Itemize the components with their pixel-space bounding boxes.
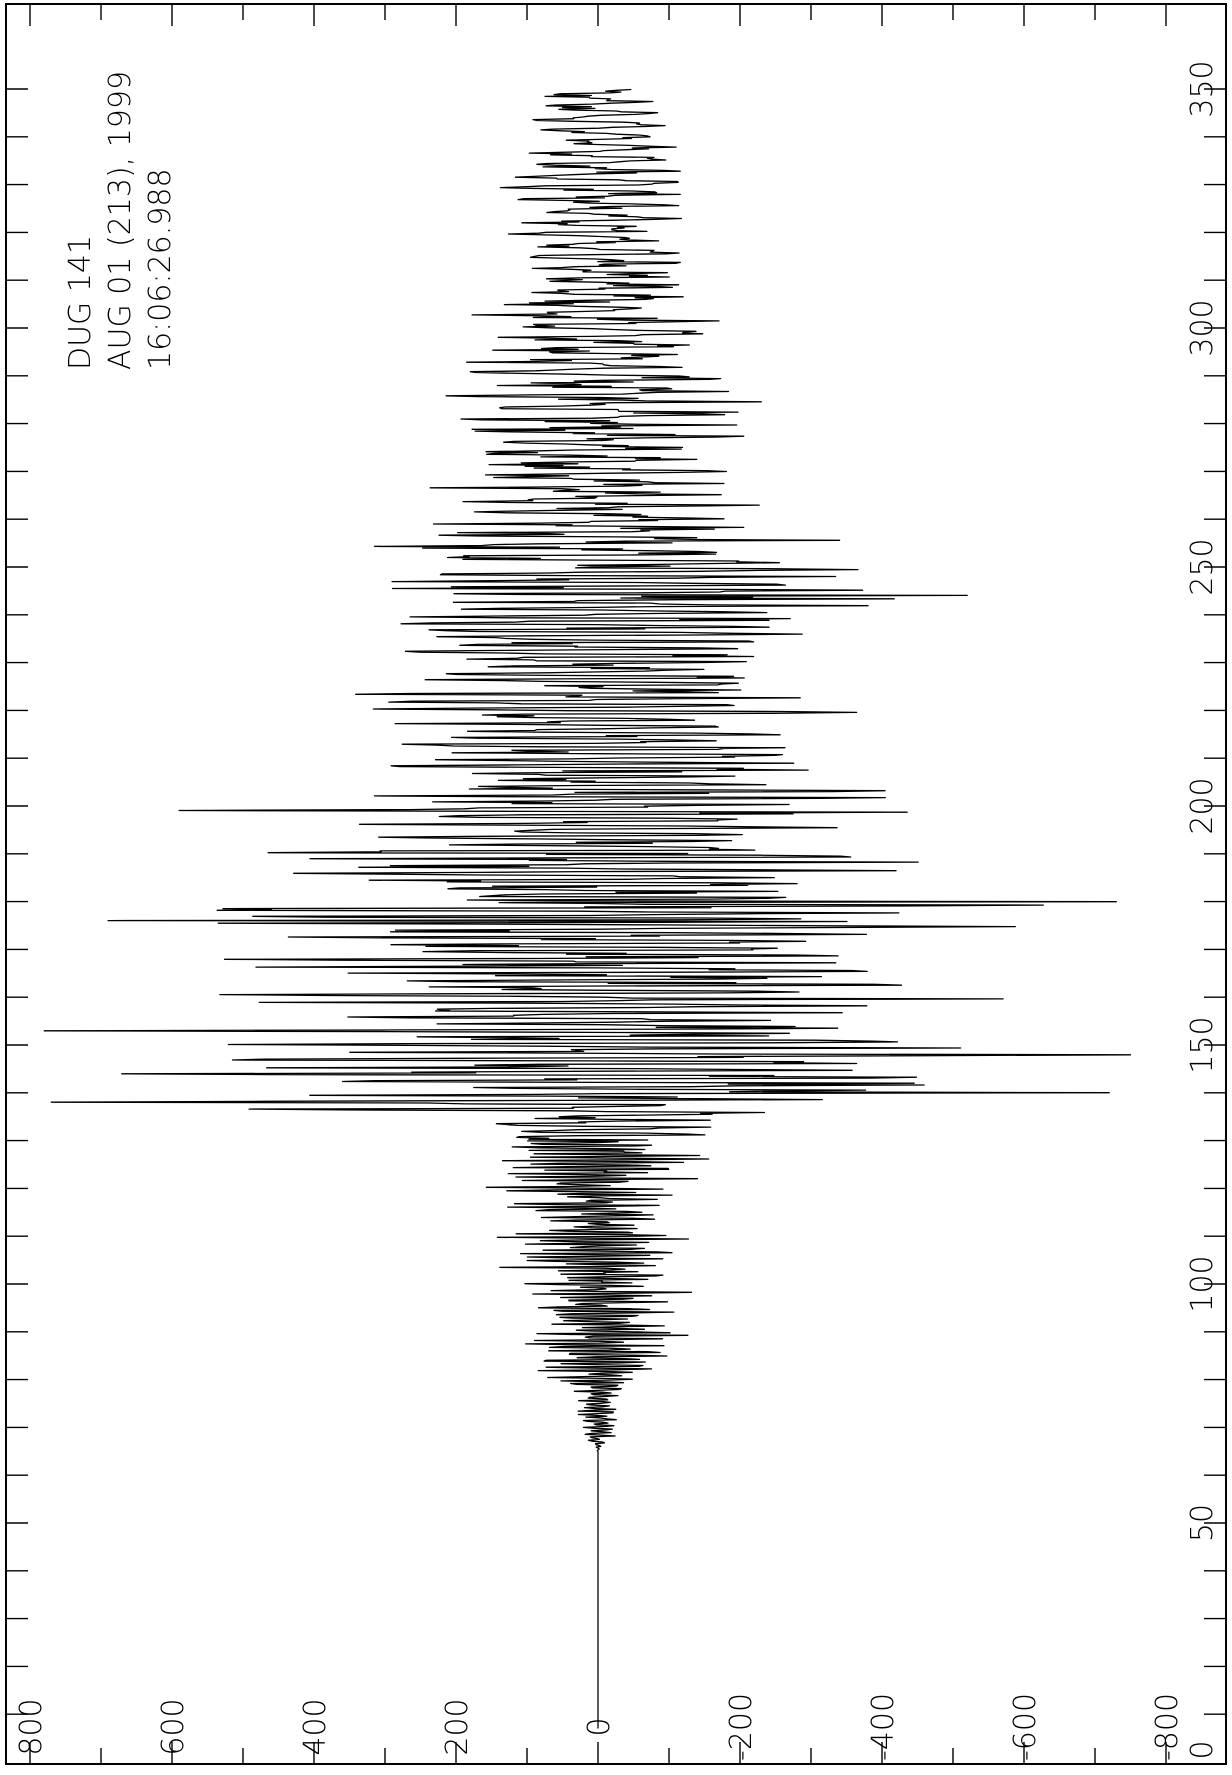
time-tick-label: 150: [1185, 1016, 1220, 1073]
amplitude-tick-label: 0: [582, 1717, 617, 1736]
amplitude-tick-label: -200: [724, 1693, 759, 1761]
amplitude-tick-label: -600: [1008, 1693, 1043, 1761]
time-label: 16:06:26.988: [143, 168, 178, 370]
date-label: AUG 01 (213), 1999: [103, 71, 138, 370]
station-annotation: DUG 141 AUG 01 (213), 1999 16:06:26.988: [63, 71, 178, 370]
amplitude-tick-label: -400: [866, 1693, 901, 1761]
time-tick-label: 350: [1185, 60, 1220, 117]
amplitude-tick-label: 400: [298, 1698, 333, 1755]
axis-tick-labels: 0 50 100 150 200 250 300 350 800 600 400 200 0 -200 -4…: [14, 60, 1220, 1761]
seismic-trace-line: [43, 88, 1132, 1729]
amplitude-tick-label: 200: [440, 1698, 475, 1755]
time-tick-label: 100: [1185, 1255, 1220, 1312]
station-label: DUG 141: [63, 235, 98, 370]
axis-ticks: [6, 4, 1226, 1764]
time-tick-label: 250: [1185, 538, 1220, 595]
time-tick-label: 0: [1185, 1740, 1220, 1759]
time-tick-label: 200: [1185, 777, 1220, 834]
plot-frame: [5, 3, 1227, 1765]
amplitude-tick-label: -800: [1150, 1693, 1185, 1761]
amplitude-tick-label: 800: [14, 1698, 49, 1755]
time-tick-label: 300: [1185, 299, 1220, 356]
time-tick-label: 50: [1185, 1504, 1220, 1542]
amplitude-tick-label: 600: [156, 1698, 191, 1755]
